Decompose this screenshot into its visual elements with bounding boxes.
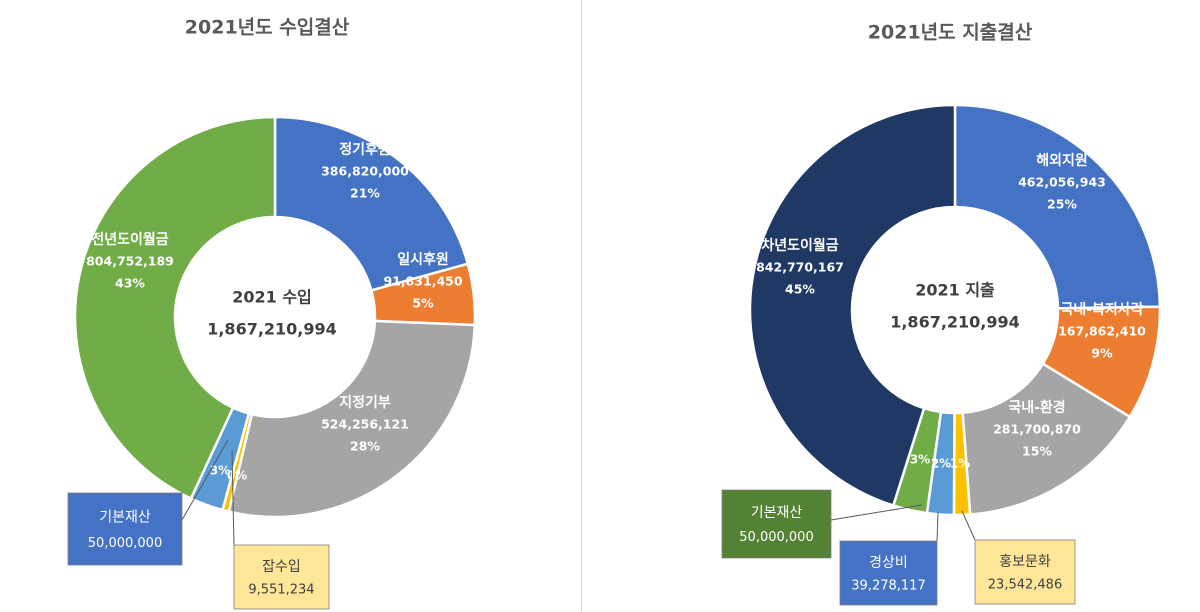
- callout-box: [839, 540, 938, 606]
- slice-label-value: 281,700,870: [993, 422, 1081, 437]
- slice-전년도이월금: [73, 115, 277, 501]
- slice-label-percent: 0%: [227, 469, 247, 483]
- slice-label-percent: 28%: [350, 439, 380, 454]
- slice-label-value: 462,056,943: [1018, 175, 1106, 190]
- callout-box: [974, 539, 1076, 605]
- center-value: 1,867,210,994: [890, 313, 1020, 332]
- slice-해외지원: [953, 103, 1162, 310]
- slice-차년도이월금: [748, 103, 957, 508]
- slice-label-percent: 15%: [1022, 444, 1052, 459]
- panel-divider: [581, 0, 582, 612]
- slice-label-percent: 9%: [1091, 346, 1113, 361]
- slice-label-percent: 1%: [950, 457, 970, 471]
- slice-label-percent: 21%: [350, 186, 380, 201]
- slice-label-value: 804,752,189: [86, 254, 174, 269]
- callout-box: [67, 492, 183, 566]
- center-label: 2021 지출: [915, 281, 995, 300]
- callout-label-name: 경상비: [869, 555, 908, 571]
- slice-국내-환경: [961, 362, 1132, 516]
- callout-label-value: 50,000,000: [88, 536, 162, 551]
- callout-label-value: 50,000,000: [739, 530, 813, 545]
- slice-label-percent: 2%: [931, 457, 951, 471]
- slice-지정기부: [227, 319, 477, 519]
- slice-label-name: 차년도이월금: [761, 237, 838, 254]
- donut-chart-income: 2021년도 수입결산 2021 수입 1,867,210,994 정기후원 386,8…: [67, 17, 477, 610]
- chart-title: 2021년도 수입결산: [185, 17, 350, 39]
- center-label: 2021 수입: [232, 288, 312, 307]
- slice-label-name: 지정기부: [339, 394, 391, 411]
- callout-label-value: 23,542,486: [988, 577, 1062, 592]
- callout-label-value: 9,551,234: [248, 582, 314, 597]
- slice-label-value: 842,770,167: [756, 260, 844, 275]
- slice-label-name: 정기후원: [339, 141, 391, 158]
- slice-label-name: 전년도이월금: [91, 231, 168, 248]
- callout-leader-line: [936, 511, 939, 542]
- callout-label-name: 기본재산: [751, 505, 803, 521]
- slice-label-name: 일시후원: [397, 252, 449, 268]
- callout-label-name: 기본재산: [99, 509, 151, 525]
- slice-label-value: 167,862,410: [1058, 324, 1146, 339]
- center-value: 1,867,210,994: [207, 320, 337, 339]
- slice-label-percent: 5%: [412, 296, 434, 311]
- callout-label-value: 39,278,117: [851, 578, 925, 593]
- callout-label-name: 잡수입: [262, 559, 301, 575]
- slice-label-percent: 45%: [785, 282, 815, 297]
- slice-label-percent: 3%: [210, 464, 230, 478]
- slice-label-value: 91,831,450: [383, 274, 462, 289]
- callout-box: [721, 489, 832, 559]
- slice-label-name: 국내-환경: [1008, 399, 1065, 416]
- slice-label-percent: 3%: [910, 453, 930, 467]
- slice-label-value: 524,256,121: [321, 417, 409, 432]
- callout-leader-line: [231, 449, 235, 547]
- slice-label-name: 해외지원: [1036, 152, 1088, 169]
- slice-label-percent: 25%: [1047, 197, 1077, 212]
- callout-box: [233, 544, 330, 610]
- donut-chart-expense: 2021년도 지출결산 2021 지출 1,867,210,994 해외지원 462,0…: [721, 22, 1162, 606]
- callout-label-name: 홍보문화: [999, 554, 1051, 570]
- callout-leader-line: [181, 439, 229, 521]
- slice-label-name: 국내-복지사각: [1060, 301, 1143, 318]
- slice-정기후원: [273, 115, 470, 292]
- chart-title: 2021년도 지출결산: [868, 22, 1033, 44]
- slice-label-percent: 43%: [115, 276, 145, 291]
- slice-label-value: 386,820,000: [321, 164, 409, 179]
- callout-leader-line: [830, 504, 923, 521]
- callout-leader-line: [961, 510, 976, 541]
